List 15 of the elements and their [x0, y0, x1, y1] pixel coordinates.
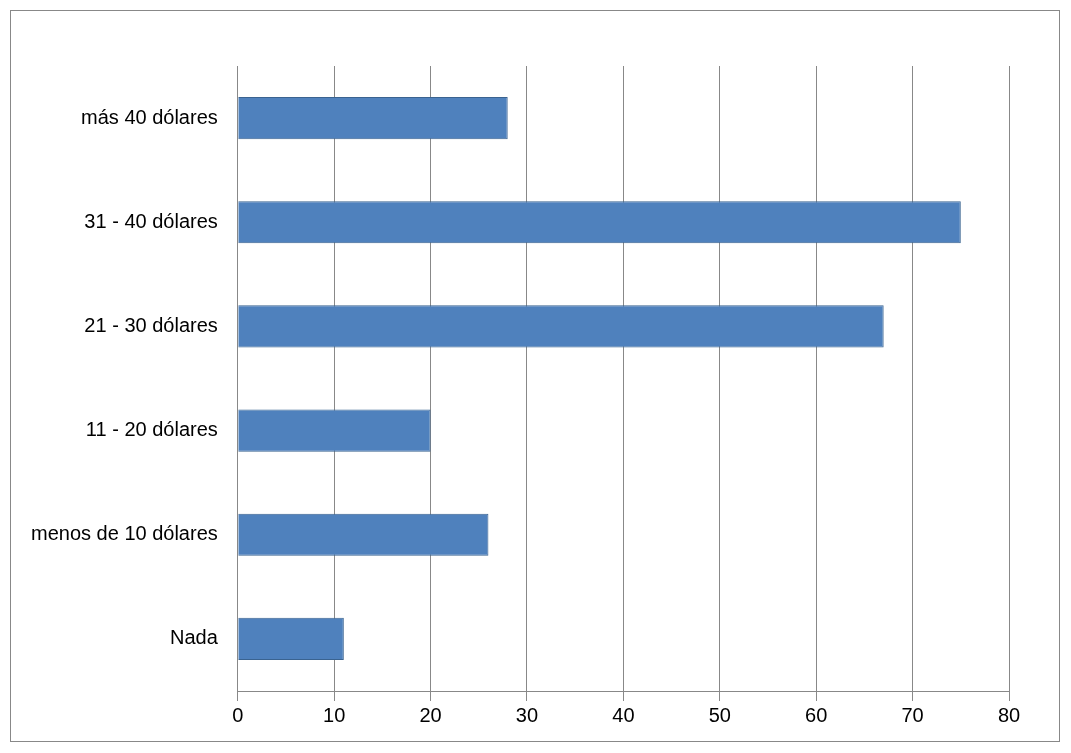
y-tick-label: menos de 10 dólares: [30, 522, 218, 545]
y-tick-label: 31 - 40 dólares: [84, 209, 218, 232]
y-tick-label: 11 - 20 dólares: [85, 418, 218, 441]
y-tick-label: más 40 dólares: [81, 105, 218, 128]
x-tick-label: 60: [805, 703, 828, 726]
y-tick-label: 21 - 30 dólares: [84, 313, 218, 336]
x-tick-label: 40: [612, 703, 635, 726]
x-tick-label: 80: [997, 703, 1021, 726]
y-tick-label: Nada: [169, 626, 219, 649]
x-tick-label: 50: [708, 703, 731, 726]
x-tick-label: 20: [419, 703, 442, 726]
x-tick-label: 30: [515, 703, 539, 726]
x-tick-label: 0: [232, 703, 244, 726]
x-tick-label: 70: [901, 703, 924, 726]
x-tick-label: 10: [323, 703, 346, 726]
